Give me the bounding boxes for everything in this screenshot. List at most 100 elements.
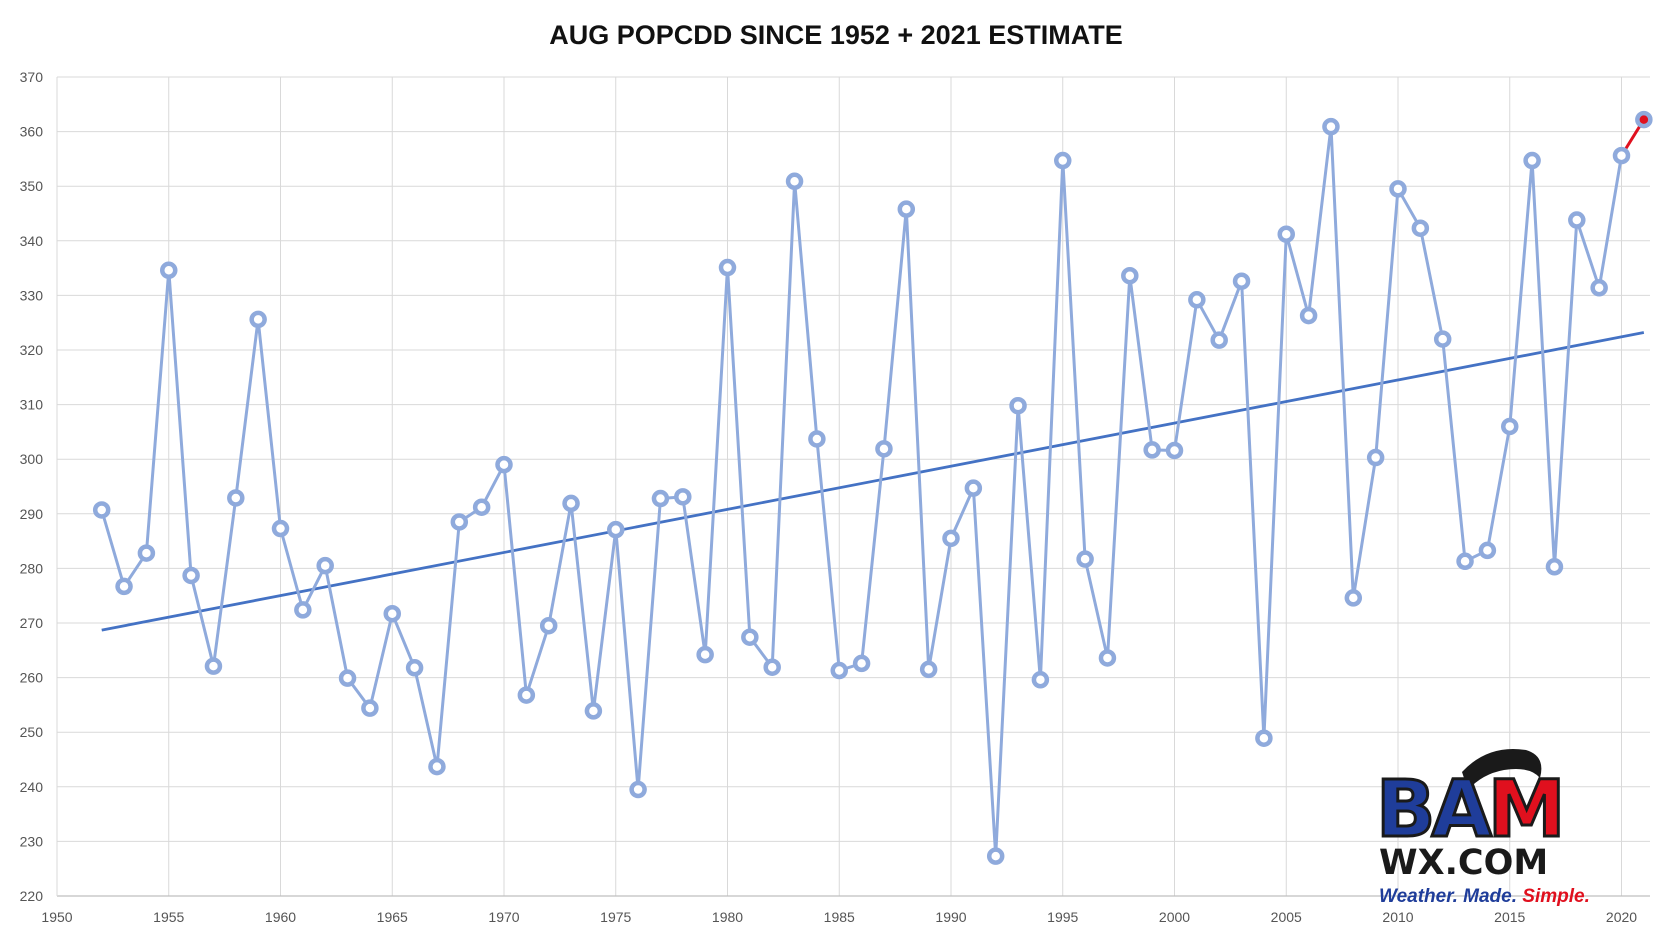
x-tick-label: 2020 [1606, 909, 1637, 925]
x-tick-label: 2015 [1494, 909, 1525, 925]
data-point [115, 577, 133, 596]
data-point [1054, 151, 1072, 170]
data-point [1232, 272, 1251, 290]
y-tick-label: 310 [20, 397, 44, 413]
data-point [249, 310, 267, 329]
data-point [517, 686, 536, 704]
data-point [942, 529, 960, 548]
data-point [1501, 417, 1519, 436]
data-point [696, 645, 714, 664]
data-point [1545, 558, 1564, 576]
y-tick-label: 280 [20, 560, 44, 576]
data-point [1366, 448, 1385, 467]
y-tick-label: 240 [20, 779, 44, 795]
data-point [584, 702, 603, 720]
data-point [405, 659, 424, 677]
data-point [629, 780, 647, 799]
x-tick-label: 1970 [488, 909, 519, 925]
data-point [919, 660, 938, 679]
data-point [1009, 396, 1027, 415]
data-point [1433, 330, 1452, 348]
data-point [875, 440, 893, 458]
y-tick-label: 250 [20, 724, 44, 740]
logo-tagline: Weather. Made. Simple. [1379, 886, 1590, 907]
data-point [472, 498, 491, 516]
x-tick-labels: 1950 1955 1960 1965 1970 1975 1980 1985 1990 1995… [41, 909, 1637, 925]
y-tick-label: 350 [20, 178, 44, 194]
data-point [808, 430, 826, 448]
y-tick-label: 300 [20, 451, 44, 467]
y-tick-label: 230 [20, 833, 44, 849]
data-point [607, 520, 625, 539]
trend-line [101, 331, 1645, 632]
logo-letter: B [1376, 765, 1431, 855]
axes [56, 77, 1650, 897]
data-point [1076, 550, 1094, 568]
data-point [1568, 211, 1586, 229]
y-tick-label: 340 [20, 233, 44, 249]
x-tick-label: 1975 [600, 909, 631, 925]
data-point [1188, 291, 1206, 309]
x-tick-label: 1985 [824, 909, 855, 925]
x-tick-label: 2000 [1159, 909, 1190, 925]
data-point [897, 200, 916, 218]
data-point [204, 657, 223, 675]
logo-swoosh [1462, 748, 1542, 790]
data-point [1590, 279, 1608, 297]
y-tick-label: 270 [20, 615, 44, 631]
logo-mark: BAM [1376, 765, 1561, 855]
data-point [1098, 649, 1117, 667]
data-point [674, 488, 692, 506]
data-point [785, 172, 804, 191]
logo-tagline-simple: Simple. [1522, 886, 1590, 907]
bamwx-logo: BAM WX.COM Weather. Made. Simple. [1375, 748, 1590, 907]
data-point [1299, 306, 1318, 325]
x-tick-label: 2010 [1382, 909, 1413, 925]
series-line [100, 125, 1623, 858]
y-tick-label: 330 [20, 287, 44, 303]
data-point [763, 658, 781, 676]
x-tick-label: 1990 [935, 909, 966, 925]
data-point [1165, 441, 1184, 460]
data-point [1031, 671, 1050, 689]
data-point [1255, 729, 1273, 747]
data-point [1456, 552, 1474, 571]
data-point [1344, 589, 1363, 607]
data-point [964, 479, 983, 497]
x-tick-label: 1965 [377, 909, 408, 925]
data-point [383, 604, 401, 623]
trend-line-group [101, 331, 1645, 632]
data-point [539, 616, 558, 635]
data-point [1389, 180, 1407, 198]
data-point [182, 566, 200, 585]
data-point [562, 494, 580, 513]
y-tick-label: 290 [20, 506, 44, 522]
data-point [651, 489, 670, 508]
data-point [1121, 266, 1139, 285]
chart-title: AUG POPCDD SINCE 1952 + 2021 ESTIMATE [549, 20, 1122, 50]
data-point [1523, 151, 1541, 170]
data-point [338, 669, 357, 687]
data-point [361, 699, 379, 717]
data-point [1210, 331, 1228, 349]
data-point [92, 501, 111, 519]
data-point [137, 544, 156, 562]
data-point [1277, 225, 1295, 243]
data-point [316, 556, 334, 575]
data-points [92, 110, 1653, 865]
y-tick-label: 370 [20, 69, 44, 85]
logo-letter: M [1488, 765, 1562, 855]
data-point [271, 519, 290, 538]
x-tick-label: 1980 [712, 909, 743, 925]
data-point [718, 258, 737, 277]
data-point [830, 661, 848, 680]
x-tick-label: 1995 [1047, 909, 1078, 925]
data-point [428, 757, 446, 776]
data-point [160, 261, 178, 280]
y-tick-label: 260 [20, 670, 44, 686]
data-point [1612, 146, 1631, 165]
data-point [227, 489, 245, 507]
data-point [741, 628, 759, 646]
y-tick-label: 360 [20, 124, 44, 140]
